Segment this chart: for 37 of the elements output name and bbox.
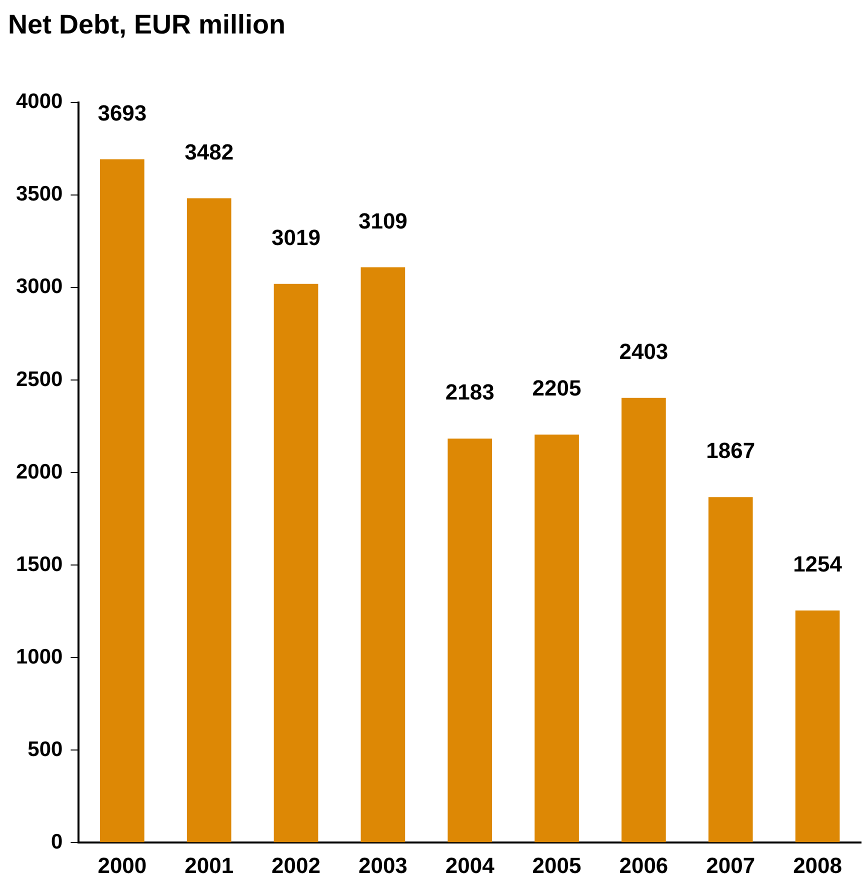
data-label: 3019 bbox=[272, 224, 320, 250]
x-tick-label: 2003 bbox=[358, 852, 408, 878]
x-tick-label: 2007 bbox=[706, 852, 756, 878]
data-label: 2205 bbox=[532, 376, 582, 401]
y-tick-label: 1000 bbox=[16, 645, 63, 668]
data-label: 3109 bbox=[358, 208, 408, 234]
y-tick-label: 3500 bbox=[16, 182, 63, 206]
y-tick-label: 4000 bbox=[16, 90, 63, 114]
x-tick-label: 2004 bbox=[445, 852, 496, 878]
bar bbox=[708, 497, 753, 842]
bar bbox=[622, 398, 666, 842]
x-tick-label: 2000 bbox=[98, 852, 147, 878]
data-label: 3482 bbox=[184, 139, 234, 164]
x-tick-label: 2005 bbox=[532, 852, 582, 878]
y-tick-label: 1500 bbox=[16, 552, 63, 576]
y-tick-label: 3000 bbox=[16, 275, 63, 298]
bar bbox=[274, 284, 318, 842]
data-label: 2403 bbox=[619, 338, 668, 364]
data-label: 1867 bbox=[706, 438, 756, 464]
data-label: 3693 bbox=[98, 100, 147, 126]
y-tick-label: 0 bbox=[51, 830, 63, 854]
x-tick-label: 2008 bbox=[793, 852, 842, 878]
y-tick-label: 2500 bbox=[16, 368, 63, 391]
data-label: 1254 bbox=[793, 552, 843, 577]
bar bbox=[100, 159, 144, 842]
y-tick-label: 2000 bbox=[16, 460, 63, 484]
bar bbox=[360, 267, 406, 842]
x-tick-label: 2001 bbox=[184, 852, 234, 878]
bar bbox=[534, 434, 579, 842]
y-tick-label: 500 bbox=[28, 738, 63, 761]
bar bbox=[186, 198, 232, 842]
chart-title: Net Debt, EUR million bbox=[8, 10, 286, 40]
data-label: 2183 bbox=[445, 380, 494, 405]
bar bbox=[795, 610, 840, 842]
bar bbox=[448, 438, 492, 842]
x-tick-label: 2006 bbox=[619, 852, 668, 878]
x-tick-label: 2002 bbox=[272, 852, 320, 878]
